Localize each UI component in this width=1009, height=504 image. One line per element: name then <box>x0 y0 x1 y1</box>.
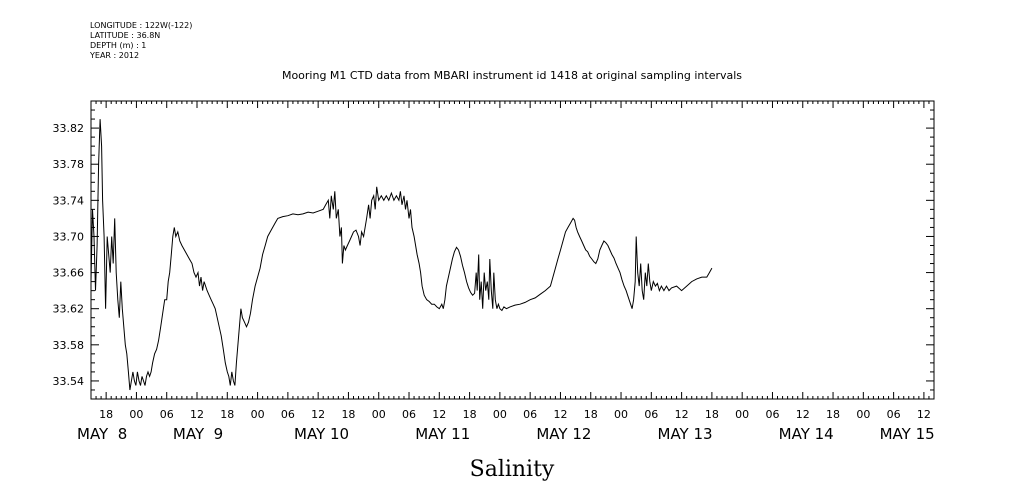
x-tick-label: 06 <box>402 408 416 421</box>
y-tick-label: 33.78 <box>53 158 85 171</box>
x-tick-label: 00 <box>372 408 386 421</box>
x-tick-label: 00 <box>493 408 507 421</box>
y-tick-label: 33.70 <box>53 230 85 243</box>
x-tick-label: 18 <box>341 408 355 421</box>
x-day-label: MAY 10 <box>294 425 349 443</box>
y-tick-label: 33.82 <box>53 122 85 135</box>
x-day-label: MAY 13 <box>658 425 713 443</box>
x-day-label: MAY 8 <box>77 425 127 443</box>
x-tick-label: 06 <box>160 408 174 421</box>
x-tick-label: 18 <box>705 408 719 421</box>
salinity-series-line <box>90 119 713 391</box>
x-tick-label: 18 <box>99 408 113 421</box>
x-tick-label: 12 <box>917 408 931 421</box>
metadata-year: YEAR : 2012 <box>90 51 140 60</box>
x-tick-label: 12 <box>311 408 325 421</box>
x-tick-label: 06 <box>887 408 901 421</box>
x-day-label: MAY 11 <box>415 425 470 443</box>
x-tick-labels: 18 00 06 12 18 00 06 12 18 00 06 12 18 00 06 12 18 00 06 12… <box>99 408 931 421</box>
x-tick-label: 18 <box>463 408 477 421</box>
y-tick-label: 33.54 <box>53 375 85 388</box>
metadata-latitude: LATITUDE : 36.8N <box>90 31 161 40</box>
x-tick-label: 00 <box>856 408 870 421</box>
y-tick-label: 33.58 <box>53 339 85 352</box>
x-tick-label: 00 <box>129 408 143 421</box>
x-tick-label: 12 <box>553 408 567 421</box>
x-tick-label: 12 <box>675 408 689 421</box>
x-tick-label: 00 <box>251 408 265 421</box>
y-tick-label: 33.62 <box>53 303 85 316</box>
x-tick-label: 12 <box>190 408 204 421</box>
x-tick-label: 00 <box>735 408 749 421</box>
x-day-label: MAY 14 <box>779 425 834 443</box>
x-tick-label: 06 <box>765 408 779 421</box>
x-tick-label: 12 <box>796 408 810 421</box>
y-tick-labels: 33.54 33.58 33.62 33.66 33.70 33.74 33.78 33.82 <box>53 122 85 388</box>
y-tick-label: 33.66 <box>53 267 85 280</box>
plot-frame <box>90 100 935 400</box>
x-axis-label: Salinity <box>470 457 555 482</box>
metadata-block: LONGITUDE : 122W(-122) LATITUDE : 36.8N … <box>90 21 192 61</box>
x-tick-label: 06 <box>281 408 295 421</box>
x-tick-label: 06 <box>523 408 537 421</box>
x-day-label: MAY 15 <box>880 425 935 443</box>
x-day-label: MAY 9 <box>173 425 223 443</box>
x-tick-label: 18 <box>826 408 840 421</box>
x-tick-label: 18 <box>220 408 234 421</box>
metadata-depth: DEPTH (m) : 1 <box>90 41 147 50</box>
x-day-labels: MAY 8 MAY 9 MAY 10 MAY 11 MAY 12 MAY 13 MAY 14… <box>77 425 935 443</box>
x-tick-label: 18 <box>584 408 598 421</box>
x-tick-label: 12 <box>432 408 446 421</box>
chart-title: Mooring M1 CTD data from MBARI instrumen… <box>282 69 742 82</box>
x-tick-label: 06 <box>644 408 658 421</box>
tick-marks <box>90 100 935 399</box>
metadata-longitude: LONGITUDE : 122W(-122) <box>90 21 193 30</box>
y-tick-label: 33.74 <box>53 194 85 207</box>
x-tick-label: 00 <box>614 408 628 421</box>
x-day-label: MAY 12 <box>536 425 591 443</box>
